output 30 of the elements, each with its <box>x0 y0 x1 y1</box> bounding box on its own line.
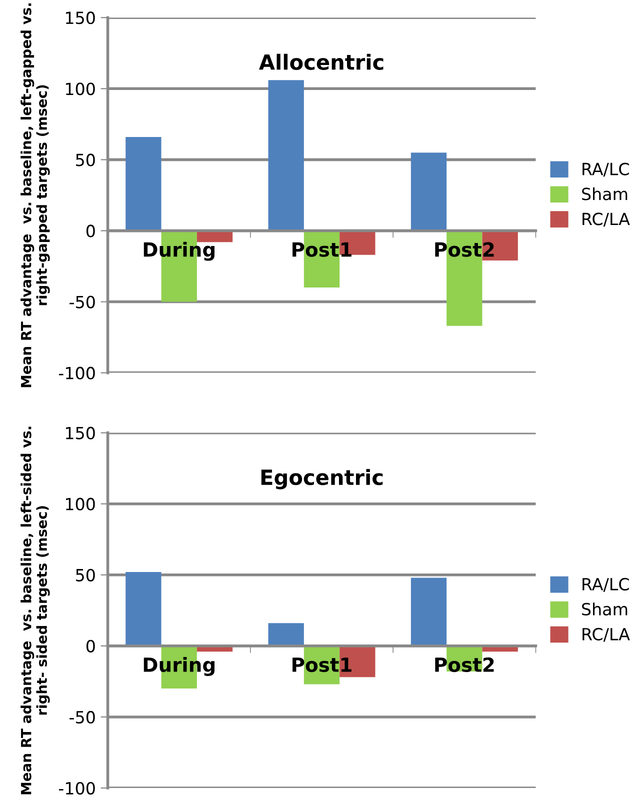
bar <box>410 578 447 646</box>
y-tick-label: -50 <box>70 710 95 724</box>
y-tick-label: 100 <box>66 498 95 510</box>
y-tick-label: 0 <box>86 224 95 238</box>
legend-label: RA/LC <box>582 578 629 592</box>
bar <box>410 152 447 231</box>
y-tick-label: -100 <box>58 366 95 380</box>
y-tick-label: 50 <box>76 568 95 582</box>
y-tick-label: 0 <box>86 640 95 652</box>
bar <box>268 623 304 646</box>
y-tick-label: -50 <box>70 296 95 308</box>
y-tick-label: -100 <box>58 782 95 795</box>
y-tick-label: 150 <box>66 12 95 24</box>
x-tick-label: During <box>144 657 214 676</box>
bar <box>268 80 304 231</box>
y-tick-label: 50 <box>76 154 95 166</box>
x-tick-label: During <box>144 242 214 261</box>
legend-label: RC/LA <box>582 628 630 642</box>
text: Egocentric <box>261 469 383 490</box>
y-axis-title: Mean RT advantage vs. baseline, left-gapped vs. right-gapped targets (msec) <box>20 3 50 388</box>
legend-label: RA/LC <box>582 162 629 177</box>
y-tick-label: 100 <box>66 82 95 96</box>
y-tick-label: 150 <box>66 426 95 440</box>
bar <box>126 572 162 646</box>
legend-label: Sham <box>582 187 628 200</box>
legend-label: RC/LA <box>582 212 630 227</box>
y-axis-title: Mean RT advantage vs. baseline, left-sided vs. right- sided targets (msec) <box>20 426 50 794</box>
legend-label: Sham <box>582 602 628 616</box>
bar <box>126 136 162 231</box>
text: Allocentric <box>258 54 384 70</box>
